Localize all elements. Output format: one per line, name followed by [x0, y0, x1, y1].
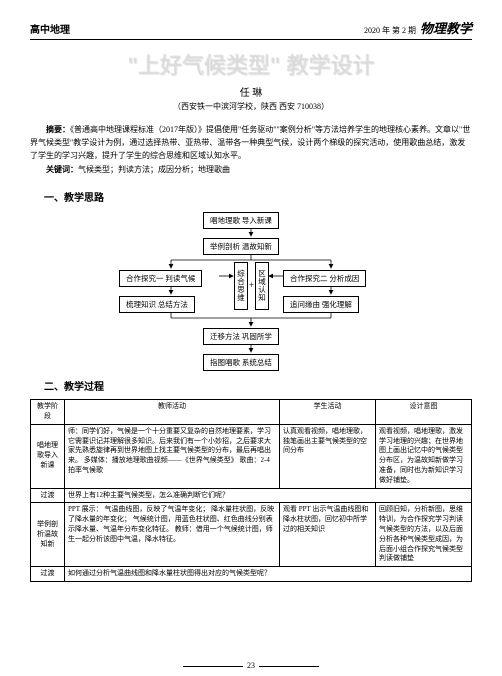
table-cell-student: 观看 PPT 出示气温曲线图和降水柱状图，回忆初中所学过的相关知识	[280, 503, 376, 567]
title-watermark: "上好气候类型" 教学设计	[30, 48, 472, 80]
flow-box-5: 迁移方法 巩固所学	[203, 328, 279, 345]
abstract-label: 摘要：	[46, 125, 70, 134]
header-issue: 2020 年 第 2 期	[364, 25, 416, 36]
flow-box-4l: 梳理知识 总结方法	[119, 296, 195, 313]
flow-plus: +	[249, 280, 254, 290]
flow-box-2: 举例剖析 温故知新	[203, 238, 279, 255]
flow-vertical-1: 综合思维	[234, 262, 248, 310]
table-cell-teacher: 师：同学们好，气候是一个十分重要又复杂的自然地理要素，学习它需要识记并理解很多知…	[65, 424, 280, 488]
table-cell-design: 观看视频，唱地理歌，激发学习地理的兴趣；在世界地图上画出记忆中的气候类型分布区，…	[376, 424, 472, 488]
header-subject: 高中地理	[30, 21, 70, 36]
table-row: 过渡 世界上有12种主要气候类型，怎么准确判断它们呢？	[31, 488, 472, 503]
abstract-text: 《普通高中地理课程标准（2017年版）》提倡使用"任务驱动""案例分析"等方法培…	[30, 125, 470, 160]
section-1-title: 一、教学思路	[44, 189, 472, 204]
table-cell-stage: 过渡	[31, 488, 65, 503]
table-cell-teacher: 世界上有12种主要气候类型，怎么准确判断它们呢？	[65, 488, 472, 503]
page-number: 23	[0, 661, 502, 670]
page-header: 高中地理 2020 年 第 2 期 物理教学	[30, 18, 472, 40]
flow-box-1: 唱地理歌 导入新课	[203, 212, 279, 229]
table-header: 学生活动	[280, 400, 376, 425]
table-row: 举例剖析温故知新 PPT 展示： 气温曲线图，反映了气温年变化； 降水量柱状图，…	[31, 503, 472, 567]
teaching-process-table: 教学阶段 教师活动 学生活动 设计意图 唱地理歌导入新课 师：同学们好，气候是一…	[30, 399, 472, 582]
flow-box-6: 指图唱歌 系统总结	[203, 354, 279, 371]
author-affiliation: （西安铁一中滨河学校，陕西 西安 710038）	[30, 101, 472, 112]
section-2-title: 二、教学过程	[44, 378, 472, 393]
table-header: 教学阶段	[31, 400, 65, 425]
table-cell-design: 回顾旧知，分析新图，思维特训，为合作探究学习判读气候类型的方法，以及后面分析各种…	[376, 503, 472, 567]
keywords-paragraph: 关键词：气候类型；判读方法；成因分析；地理歌曲	[30, 164, 472, 177]
table-cell-stage: 举例剖析温故知新	[31, 503, 65, 567]
flow-vertical-2: 区域认知	[255, 262, 269, 310]
flow-box-3r: 合作探究二 分析成因	[283, 270, 366, 287]
table-row: 唱地理歌导入新课 师：同学们好，气候是一个十分重要又复杂的自然地理要素，学习它需…	[31, 424, 472, 488]
header-right: 2020 年 第 2 期 物理教学	[364, 18, 472, 37]
table-cell-teacher: 如何通过分析气温曲线图和降水量柱状图得出对应的气候类型呢？	[65, 567, 472, 582]
flow-box-3l: 合作探究一 判读气候	[119, 270, 202, 287]
table-header-row: 教学阶段 教师活动 学生活动 设计意图	[31, 400, 472, 425]
author-name: 任 琳	[30, 84, 472, 99]
flow-box-4r: 追问缘由 强化理解	[283, 296, 359, 313]
teaching-flowchart: 唱地理歌 导入新课 举例剖析 温故知新 合作探究一 判读气候 合作探究二 分析成…	[71, 210, 431, 370]
abstract-paragraph: 摘要：《普通高中地理课程标准（2017年版）》提倡使用"任务驱动""案例分析"等…	[30, 124, 472, 162]
header-journal: 物理教学	[420, 18, 472, 37]
table-cell-teacher: PPT 展示： 气温曲线图，反映了气温年变化； 降水量柱状图，反映了降水量的年变…	[65, 503, 280, 567]
keywords-label: 关键词：	[46, 165, 78, 174]
table-header: 教师活动	[65, 400, 280, 425]
flowchart-connectors	[71, 210, 431, 370]
table-header: 设计意图	[376, 400, 472, 425]
keywords-text: 气候类型；判读方法；成因分析；地理歌曲	[78, 165, 230, 174]
table-cell-stage: 过渡	[31, 567, 65, 582]
table-row: 过渡 如何通过分析气温曲线图和降水量柱状图得出对应的气候类型呢？	[31, 567, 472, 582]
table-cell-student: 认真观看视频，唱地理歌，独笔画出主要气候类型的空间分布	[280, 424, 376, 488]
table-cell-stage: 唱地理歌导入新课	[31, 424, 65, 488]
